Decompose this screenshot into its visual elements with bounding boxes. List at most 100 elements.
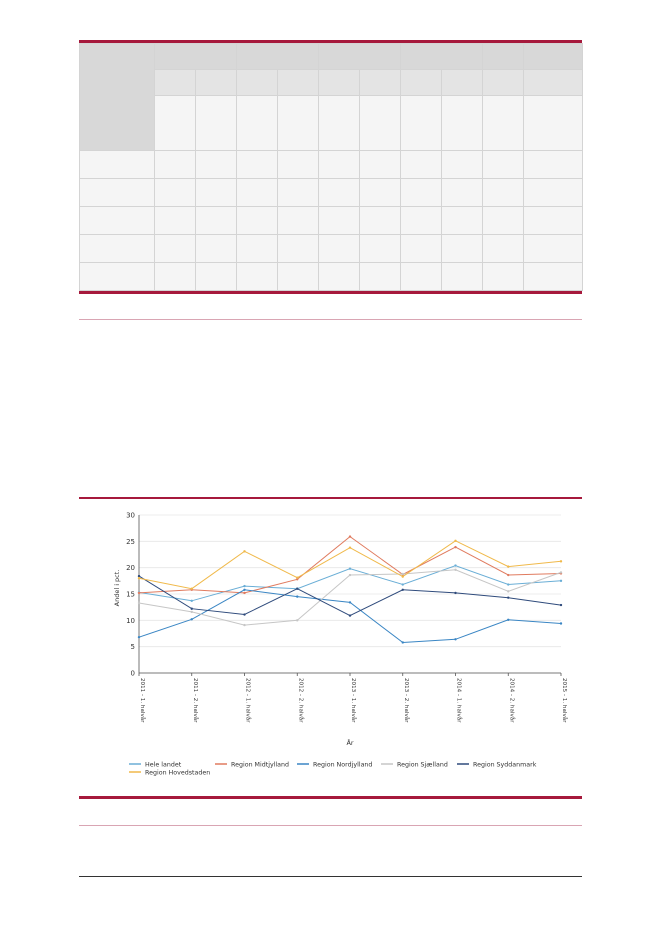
table-unit-cell <box>277 95 319 151</box>
y-tick-label: 0 <box>131 670 135 678</box>
table-grid <box>79 43 583 291</box>
line-chart: 0 5 10 15 20 25 30 2011 - 1. halvår 2011 - 2. h… <box>113 512 568 777</box>
data-point <box>348 614 352 617</box>
data-point <box>559 571 563 574</box>
x-axis: 2011 - 1. halvår 2011 - 2. halvår 2012 - 1… <box>138 672 568 723</box>
table-subheader-cell <box>318 69 360 96</box>
data-point <box>137 574 141 578</box>
chart-legend: Hele landet Region Midtjylland Region Nord… <box>129 762 537 777</box>
data-point <box>507 573 510 577</box>
data-point <box>401 588 404 591</box>
x-tick-label: 2014 - 2. halvår <box>508 678 515 723</box>
data-point <box>401 572 404 576</box>
data-point <box>507 618 510 622</box>
table-row <box>79 178 583 207</box>
x-tick-label: 2011 - 1. halvår <box>139 678 146 723</box>
data-point <box>348 601 352 604</box>
data-point <box>190 599 193 603</box>
y-axis: 0 5 10 15 20 25 30 <box>126 512 140 678</box>
data-point <box>243 613 246 616</box>
table-unit-cell <box>359 95 401 151</box>
legend-label: Region Midtjylland <box>231 762 289 769</box>
data-point <box>137 591 141 595</box>
x-tick-label: 2014 - 1. halvår <box>456 678 463 723</box>
y-tick-label: 25 <box>126 538 135 546</box>
data-point <box>454 564 457 567</box>
data-point <box>296 576 299 579</box>
table-header-cell <box>400 43 483 70</box>
table-unit-cell <box>482 95 524 151</box>
legend-label: Region Syddanmark <box>473 762 537 769</box>
y-tick-label: 5 <box>131 643 135 651</box>
table-row <box>79 150 583 179</box>
data-point <box>559 622 563 625</box>
table-subheader-cell <box>400 69 442 96</box>
data-point <box>243 591 246 595</box>
x-tick-label: 2012 - 1. halvår <box>245 678 252 723</box>
data-point <box>137 635 141 639</box>
table-header-row-1 <box>79 43 583 151</box>
table-subheader-cell <box>359 69 401 96</box>
table-subheader-cell <box>523 69 583 96</box>
legend-label: Region Hovedstaden <box>145 770 210 777</box>
data-point <box>190 618 193 621</box>
data-point <box>454 545 457 549</box>
legend-label: Region Sjælland <box>397 762 448 769</box>
table-subheader-cell <box>195 69 237 96</box>
data-point <box>137 601 141 605</box>
table-header-cell <box>482 43 524 70</box>
table-unit-cell <box>441 95 483 151</box>
table-row <box>79 234 583 263</box>
table-row <box>79 262 583 291</box>
data-point <box>401 575 404 578</box>
data-point <box>190 610 193 614</box>
data-point <box>401 641 404 644</box>
data-point <box>507 596 510 599</box>
data-point <box>507 590 510 593</box>
table-header-row-3 <box>80 95 583 151</box>
data-point <box>296 587 299 590</box>
table-subheader-cell <box>236 69 278 96</box>
y-tick-label: 30 <box>126 512 135 520</box>
series-line <box>138 535 562 594</box>
data-point <box>296 619 299 622</box>
y-tick-label: 10 <box>126 617 135 625</box>
table-header-cell <box>318 43 401 70</box>
table-footnote-rule <box>79 319 582 320</box>
table-unit-cell <box>236 95 278 151</box>
x-tick-label: 2013 - 1. halvår <box>350 678 357 723</box>
chart-footnote-rule <box>79 825 582 826</box>
data-point <box>137 577 141 580</box>
table-bottom-rule <box>79 291 582 294</box>
table-unit-cell <box>154 95 196 151</box>
data-point <box>348 573 352 577</box>
chart-top-rule <box>79 497 582 499</box>
table-unit-cell <box>400 95 442 151</box>
data-point <box>243 550 246 553</box>
data-point <box>454 591 457 595</box>
chart-bottom-rule <box>79 796 582 799</box>
x-axis-label: År <box>346 738 353 747</box>
table-unit-cell <box>318 95 360 151</box>
data-point <box>348 567 352 570</box>
data-point <box>296 595 299 598</box>
x-tick-label: 2013 - 2. halvår <box>403 678 410 723</box>
table-subheader-cell <box>154 69 196 96</box>
chart-grid <box>139 514 561 674</box>
series-line <box>138 575 562 617</box>
data-point <box>401 583 404 586</box>
page-footer-rule <box>79 876 582 877</box>
x-tick-label: 2015 - 1. halvår <box>561 678 568 723</box>
table-header-row-2 <box>80 69 583 96</box>
data-point <box>348 535 352 538</box>
chart-series <box>137 535 563 644</box>
data-point <box>190 607 193 610</box>
y-tick-label: 15 <box>126 591 135 599</box>
y-axis-label: Andel i pct. <box>113 570 121 607</box>
data-point <box>243 588 246 591</box>
legend-label: Region Nordjylland <box>313 762 372 769</box>
data-point <box>559 603 563 607</box>
data-point <box>454 638 457 641</box>
table-subheader-cell <box>277 69 319 96</box>
table-subheader-cell <box>482 69 524 96</box>
